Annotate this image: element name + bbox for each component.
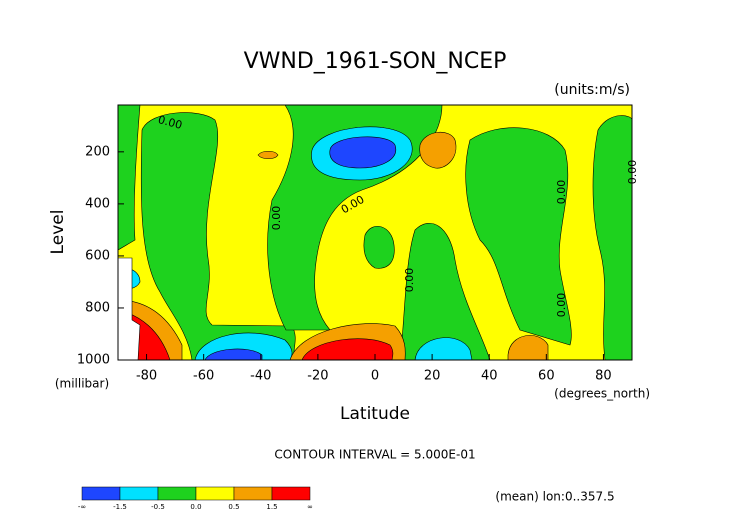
contour-label: 0.00 [270,206,283,231]
contour-region [414,337,473,360]
contour-region [329,136,397,169]
y-tick-label: 400 [85,196,110,211]
footer: (mean) lon:0..357.5 [495,490,614,504]
x-axis-label: Latitude [340,404,410,424]
colorbar-label: -0.5 [151,503,165,511]
chart-title: VWND_1961-SON_NCEP [244,49,507,74]
contour-region [507,335,549,360]
colorbar-swatch [81,486,121,501]
contour-region [592,115,632,360]
x-tick-label: -60 [193,369,214,384]
contour-region [257,150,279,160]
contour-label: 0.00 [403,268,416,293]
colorbar-swatch [157,486,197,501]
x-tick-label: 0 [371,369,379,384]
colorbar-label: 0.0 [190,503,201,511]
units-label: (units:m/s) [554,82,630,98]
contour-label: 0.00 [555,293,568,318]
x-tick-label: -40 [250,369,271,384]
contour-region [363,226,395,269]
x-tick-label: 60 [538,369,555,384]
contour-region [204,348,263,360]
colorbar-label: 1.5 [266,503,277,511]
contour-field [118,105,632,360]
colorbar-label: -∞ [78,503,86,511]
y-tick-label: 200 [85,144,110,159]
x-tick-label: -80 [136,369,157,384]
x-tick-label: 20 [424,369,441,384]
y-units: (millibar) [55,377,109,391]
colorbar-label: 0.5 [228,503,239,511]
colorbar-label: -1.5 [113,503,127,511]
contour-label: 0.00 [555,180,568,205]
y-tick-label: 800 [85,300,110,315]
contour-label: 0.00 [157,113,184,132]
colorbar-label: ∞ [307,503,313,511]
contour-region [301,338,394,360]
y-tick-label: 1000 [77,353,110,368]
colorbar-swatch [271,486,311,501]
contour-region [465,127,572,346]
colorbar-swatch [233,486,273,501]
contour-region [399,223,491,360]
x-tick-label: -20 [307,369,328,384]
y-tick-label: 600 [85,248,110,263]
contour-interval: CONTOUR INTERVAL = 5.000E-01 [274,448,475,462]
contour-region [118,105,141,251]
x-tick-label: 40 [481,369,498,384]
colorbar-swatch [119,486,159,501]
x-units: (degrees_north) [554,387,650,401]
contour-region [118,257,141,360]
contour-region [419,132,457,169]
x-tick-label: 80 [595,369,612,384]
colorbar-swatch [195,486,235,501]
contour-region [140,112,297,360]
y-axis-label: Level [48,210,68,255]
